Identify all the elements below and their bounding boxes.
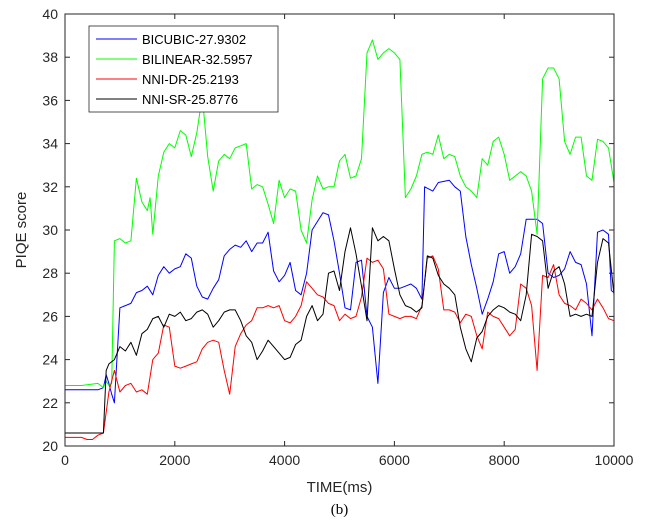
series-layer	[65, 39, 615, 440]
y-tick-label: 24	[42, 352, 58, 368]
legend-label-nni-sr: NNI-SR-25.8776	[142, 92, 238, 107]
y-tick-label: 38	[42, 49, 58, 65]
y-tick-label: 20	[42, 438, 58, 454]
y-tick-label: 26	[42, 308, 58, 324]
y-tick-label: 22	[42, 395, 58, 411]
legend: BICUBIC-27.9302 BILINEAR-32.5957 NNI-DR-…	[88, 25, 279, 113]
y-tick-label: 36	[42, 92, 58, 108]
y-tick-label: 40	[42, 6, 58, 22]
y-tick-label: 34	[42, 136, 58, 152]
x-tick-label: 10000	[595, 452, 634, 468]
y-tick-label: 30	[42, 222, 58, 238]
x-tick-label: 6000	[379, 452, 410, 468]
series-line-bilinear	[65, 39, 615, 389]
series-line-bicubic	[65, 179, 615, 404]
series-line-nni-sr	[65, 227, 615, 434]
y-axis-title: PIQE score	[13, 192, 30, 269]
y-tick-label: 32	[42, 179, 58, 195]
legend-label-bicubic: BICUBIC-27.9302	[142, 32, 246, 47]
x-tick-label: 4000	[269, 452, 300, 468]
legend-label-bilinear: BILINEAR-32.5957	[142, 52, 253, 67]
x-tick-label: 2000	[159, 452, 190, 468]
figure-caption: (b)	[331, 502, 349, 518]
legend-box	[88, 25, 279, 113]
y-tick-label: 28	[42, 265, 58, 281]
x-axis-title: TIME(ms)	[307, 479, 373, 496]
tick-layer: 0 2000 4000 6000 8000 10000 20 22 24 26 28 30 32 34 36…	[42, 6, 633, 468]
series-line-nni-dr	[65, 255, 615, 440]
x-tick-label: 0	[61, 452, 69, 468]
x-tick-label: 8000	[489, 452, 520, 468]
legend-label-nni-dr: NNI-DR-25.2193	[142, 72, 239, 87]
